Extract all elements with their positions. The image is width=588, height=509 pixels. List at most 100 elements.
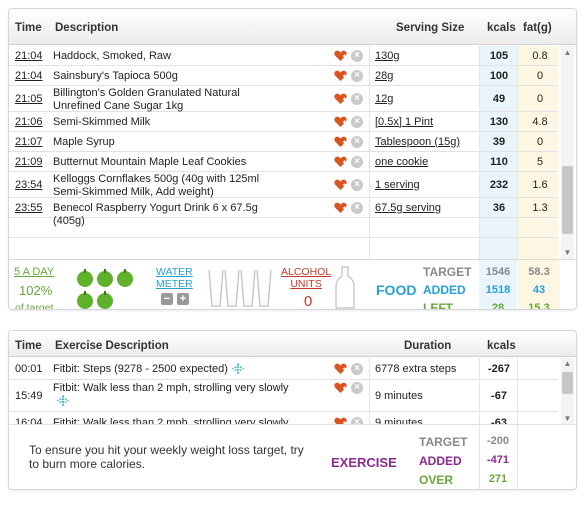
added-label: ADDED [423,283,466,297]
exercise-time: 15:49 [15,389,43,402]
food-serving-link[interactable]: [0.5x] 1 Pint [375,115,434,128]
food-time-link[interactable]: 21:07 [15,135,43,148]
ex-added-label: ADDED [419,454,462,468]
ex-header-kcals: kcals [487,340,516,352]
left-fat: 15.3 [528,302,550,310]
header-kcals: kcals [487,22,516,34]
ex-added-value: -471 [486,454,510,466]
ex-header-duration: Duration [404,340,452,352]
bottle-icon [335,266,355,309]
fitbit-icon [232,362,244,374]
food-time-link[interactable]: 21:04 [15,49,43,62]
food-serving-link[interactable]: 28g [375,69,394,82]
ex-scroll-up-arrow-icon[interactable]: ▲ [563,359,572,368]
food-serving-link[interactable]: 12g [375,92,394,105]
delete-circle-icon[interactable]: × [351,49,363,62]
heart-plus-icon[interactable] [334,156,347,168]
five-a-day-link[interactable]: 5 A DAY [14,266,55,278]
exercise-diary-panel: Time Exercise Description Duration kcals… [8,330,577,490]
water-minus-button[interactable]: − [161,293,173,305]
food-scroll-thumb[interactable] [562,166,573,234]
food-description: Semi-Skimmed Milk [53,115,151,128]
food-label: FOOD [376,282,417,298]
food-fat: 5 [536,155,544,168]
heart-plus-icon[interactable] [334,202,347,214]
food-fat: 4.8 [532,115,548,128]
heart-plus-icon[interactable] [334,179,347,191]
food-time-link[interactable]: 23:55 [15,201,43,214]
exercise-label: EXERCISE [331,455,397,470]
heart-plus-icon[interactable] [334,93,347,105]
food-time-link[interactable]: 23:54 [15,178,43,191]
water-meter-link[interactable]: WATER METER [156,266,193,290]
heart-plus-icon[interactable] [334,50,347,62]
delete-circle-icon[interactable]: × [351,115,363,128]
target-label: TARGET [423,265,472,279]
food-serving-link[interactable]: one cookie [375,155,429,168]
food-time-link[interactable]: 21:05 [15,92,43,105]
added-fat: 43 [532,284,546,296]
food-rows-list: 21:04 Haddock, Smoked, Raw × 130g 105 0.8 21:0… [9,46,558,259]
exercise-row: 16:04 Fitbit: Walk less than 2 mph, strol… [9,412,558,424]
exercise-description: Fitbit: Walk less than 2 mph, strolling … [53,382,303,408]
food-scrollbar[interactable]: ▲ ▼ [561,46,574,259]
delete-circle-icon[interactable]: × [351,362,363,375]
ex-scroll-down-arrow-icon[interactable]: ▼ [563,414,572,423]
heart-plus-icon[interactable] [334,70,347,82]
alcohol-units-link[interactable]: ALCOHOL UNITS [281,266,332,290]
food-fat: 0 [536,135,544,148]
food-serving-link[interactable]: 130g [375,49,400,62]
food-time-link[interactable]: 21:09 [15,155,43,168]
delete-circle-icon[interactable]: × [351,92,363,105]
food-fat: 0 [536,92,544,105]
food-serving-link[interactable]: Tablespoon (15g) [375,135,461,148]
food-fat: 0 [536,69,544,82]
food-kcals: 110 [490,155,508,168]
heart-plus-icon[interactable] [334,363,347,375]
food-description: Sainsbury's Tapioca 500g [53,69,178,82]
food-fat: 0.8 [532,49,548,62]
delete-circle-icon[interactable]: × [351,135,363,148]
food-row-empty [9,218,558,238]
heart-plus-icon[interactable] [334,417,347,425]
exercise-kcals: -67 [491,389,507,402]
delete-circle-icon[interactable]: × [351,178,363,191]
ex-header-description: Exercise Description [55,340,169,352]
delete-circle-icon[interactable]: × [351,201,363,214]
water-plus-button[interactable]: + [177,293,189,305]
delete-circle-icon[interactable]: × [351,155,363,168]
heart-plus-icon[interactable] [334,116,347,128]
apple-icon [77,269,133,309]
scroll-down-arrow-icon[interactable]: ▼ [563,248,572,257]
ex-over-value: 271 [488,473,508,485]
delete-circle-icon[interactable]: × [351,382,363,394]
ex-over-label: OVER [419,473,454,487]
food-time-link[interactable]: 21:04 [15,69,43,82]
delete-circle-icon[interactable]: × [351,416,363,424]
heart-plus-icon[interactable] [334,382,347,394]
of-target-link[interactable]: of target [15,302,54,310]
exercise-row: 15:49 Fitbit: Walk less than 2 mph, strol… [9,380,558,412]
food-kcals: 39 [492,135,506,148]
exercise-description: Fitbit: Steps (9278 - 2500 expected) [53,363,303,376]
heart-plus-icon[interactable] [334,136,347,148]
exercise-kcals: -63 [491,416,507,425]
exercise-scrollbar[interactable]: ▲ ▼ [561,358,574,424]
ex-target-value: -200 [486,435,510,447]
scroll-up-arrow-icon[interactable]: ▲ [563,48,572,57]
food-kcals: 36 [492,201,506,214]
target-fat: 58.3 [528,266,550,278]
exercise-scroll-thumb[interactable] [562,372,573,394]
ex-header-time: Time [15,340,42,352]
exercise-description: Fitbit: Walk less than 2 mph, strolling … [53,417,303,425]
food-description: Billington's Golden Granulated Natural U… [53,87,240,112]
food-time-link[interactable]: 21:06 [15,115,43,128]
food-kcals: 130 [489,115,509,128]
food-serving-link[interactable]: 1 serving [375,178,420,191]
food-serving-link[interactable]: 67.5g serving [375,201,442,214]
food-description: Benecol Raspberry Yogurt Drink 6 x 67.5g… [53,201,258,227]
exercise-duration: 6778 extra steps [375,362,457,375]
food-row: 23:55 Benecol Raspberry Yogurt Drink 6 x … [9,198,558,227]
left-label: LEFT [423,301,453,310]
delete-circle-icon[interactable]: × [351,69,363,82]
